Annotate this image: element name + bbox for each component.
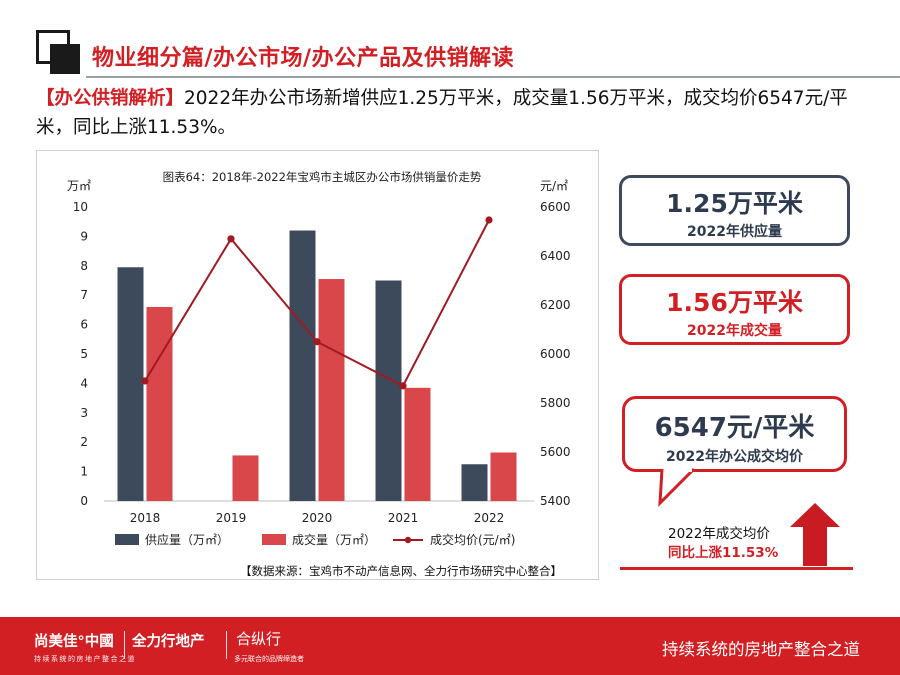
summary-text: 2022年办公市场新增供应1.25万平米，成交量1.56万平米，成交均价6547…: [36, 88, 848, 138]
right-tick-label: 6400: [540, 249, 571, 263]
header-logo-square-fill: [50, 44, 80, 74]
supply-bar: [289, 230, 316, 501]
summary-tag: 【办公供销解析】: [36, 88, 185, 109]
x-tick-label: 2021: [388, 511, 419, 525]
deal-bar: [490, 452, 517, 501]
x-tick-label: 2022: [474, 511, 505, 525]
left-tick-label: 0: [80, 494, 88, 508]
page-title: 物业细分篇/办公市场/办公产品及供销解读: [92, 46, 515, 71]
left-axis-unit: 万㎡: [67, 179, 91, 193]
chart-title: 图表64：2018年-2022年宝鸡市主城区办公市场供销量价走势: [163, 170, 482, 184]
price-point: [227, 235, 235, 243]
x-tick-label: 2019: [216, 511, 247, 525]
x-tick-label: 2018: [130, 511, 161, 525]
left-tick-label: 2: [80, 435, 88, 449]
footer-separator: [124, 631, 125, 659]
footer-separator: [226, 631, 227, 659]
right-tick-label: 6200: [540, 298, 571, 312]
data-source-note: 【数据来源：宝鸡市不动产信息网、全力行市场研究中心整合】: [240, 564, 562, 578]
right-tick-label: 6000: [540, 347, 571, 361]
left-tick-label: 7: [80, 288, 88, 302]
left-tick-label: 4: [80, 376, 88, 390]
kpi-price-callout: 6547元/平米 2022年办公成交均价: [622, 396, 847, 472]
header-divider: [86, 76, 900, 78]
kpi-deal-value: 1.56万平米: [666, 288, 803, 317]
left-tick-label: 8: [80, 259, 88, 273]
deal-bar: [146, 306, 173, 501]
left-tick-label: 10: [73, 200, 88, 214]
kpi-deal-label: 2022年成交量: [687, 323, 782, 339]
deal-bar: [404, 387, 431, 501]
legend-swatch-deal: [262, 534, 286, 545]
footer-brand-1: 尚美佳°中國: [34, 634, 114, 650]
x-tick-label: 2020: [302, 511, 333, 525]
kpi-supply-box: 1.25万平米 2022年供应量: [619, 175, 850, 246]
summary-paragraph: 【办公供销解析】2022年办公市场新增供应1.25万平米，成交量1.56万平米，…: [36, 84, 876, 142]
legend-swatch-price-dot: [404, 536, 412, 544]
left-tick-label: 6: [80, 318, 88, 332]
price-line: [144, 219, 490, 388]
left-tick-label: 5: [80, 347, 88, 361]
price-point: [313, 338, 321, 346]
left-tick-label: 9: [80, 229, 88, 243]
footer-brand-3-sub: 多元联合的品牌缔造者: [234, 655, 304, 663]
kpi-price-value: 6547元/平米: [654, 413, 815, 443]
right-axis-unit: 元/㎡: [540, 179, 568, 193]
kpi-price-label: 2022年办公成交均价: [666, 449, 803, 465]
kpi-deal-box: 1.56万平米 2022年成交量: [619, 274, 850, 345]
right-tick-label: 6600: [540, 200, 571, 214]
supply-bar: [375, 280, 402, 501]
footer-brand-2: 全力行地产: [132, 634, 205, 650]
yoy-value: 同比上涨11.53%: [668, 545, 779, 561]
supply-bar: [461, 464, 488, 501]
kpi-supply-value: 1.25万平米: [666, 189, 803, 218]
supply-bar: [117, 267, 144, 501]
right-tick-label: 5600: [540, 445, 571, 459]
price-point: [399, 382, 407, 390]
right-tick-label: 5800: [540, 396, 571, 410]
yoy-label: 2022年成交均价: [668, 526, 770, 542]
left-tick-label: 1: [80, 465, 88, 479]
left-tick-label: 3: [80, 406, 88, 420]
legend-swatch-supply: [115, 534, 139, 545]
deal-bar: [232, 455, 259, 501]
yoy-divider: [620, 567, 853, 570]
kpi-supply-label: 2022年供应量: [687, 224, 782, 240]
footer-bar: 尚美佳°中國 持续系统的房地产整合之道 全力行地产 合纵行 多元联合的品牌缔造者…: [0, 617, 900, 675]
legend-label-supply: 供应量（万㎡）: [145, 532, 229, 547]
legend-label-price: 成交均价(元/㎡): [430, 532, 515, 547]
price-point: [485, 216, 493, 224]
footer-brand-1-sub: 持续系统的房地产整合之道: [34, 655, 136, 663]
footer-brand-3: 合纵行: [236, 630, 282, 648]
legend-label-deal: 成交量（万㎡）: [292, 532, 376, 547]
deal-bar: [318, 279, 345, 501]
footer-slogan: 持续系统的房地产整合之道: [662, 640, 860, 659]
price-point: [141, 377, 149, 385]
right-tick-label: 5400: [540, 494, 571, 508]
